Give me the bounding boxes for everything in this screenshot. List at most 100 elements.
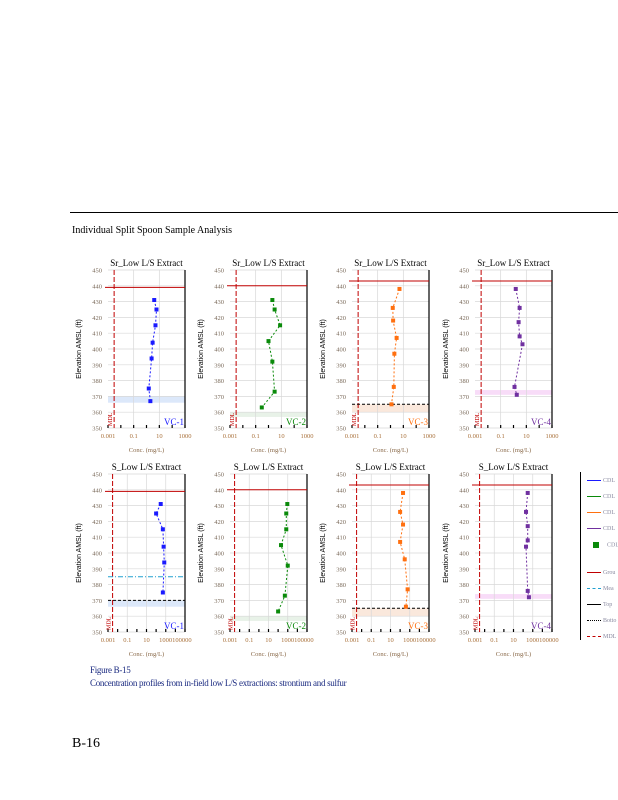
y-tick-label: 390: [459, 362, 469, 369]
concentration-profile-chart: S_Low L/S Extract 350 360 370 380 390 400 410 42…: [198, 462, 314, 658]
x-tick-label: 1000: [423, 433, 436, 440]
legend-swatch-icon: [587, 588, 601, 590]
series-line: [148, 299, 158, 402]
y-tick-label: 410: [214, 535, 224, 542]
data-point: [517, 334, 522, 339]
chart-title: S_Low L/S Extract: [479, 462, 549, 472]
data-point: [520, 342, 525, 347]
x-tick-label: 1000100000: [281, 637, 314, 644]
data-point: [402, 557, 407, 562]
mdl-label: MDL: [474, 616, 480, 630]
x-axis-label: Conc. (mg/L): [251, 447, 286, 454]
header-rule: [70, 212, 618, 213]
data-point: [525, 588, 530, 593]
series-line: [513, 288, 524, 395]
mdl-label: MDL: [352, 412, 358, 426]
chart-title: Sr_Low L/S Extract: [354, 258, 427, 268]
y-tick-label: 440: [459, 487, 469, 494]
y-tick-label: 410: [336, 331, 346, 338]
y-tick-label: 370: [459, 598, 469, 605]
y-tick-label: 440: [336, 487, 346, 494]
x-tick-label: 10: [387, 637, 394, 644]
y-tick-label: 410: [214, 331, 224, 338]
figure-caption: Concentration profiles from in-field low…: [90, 678, 347, 688]
highlight-band: [108, 396, 185, 403]
data-point: [162, 560, 167, 565]
data-point: [148, 399, 153, 404]
well-label: VC-4: [531, 417, 551, 427]
y-tick-label: 440: [92, 283, 102, 290]
y-axis-label: Elevation AMSL (ft): [76, 523, 83, 583]
y-tick-label: 440: [214, 487, 224, 494]
x-tick-label: 0.001: [345, 433, 360, 440]
y-tick-label: 430: [336, 299, 346, 306]
y-tick-label: 380: [92, 378, 102, 385]
data-point: [270, 298, 275, 303]
data-point: [525, 490, 530, 495]
y-tick-label: 390: [336, 362, 346, 369]
y-tick-label: 400: [92, 551, 102, 558]
x-tick-label: 1000100000: [526, 637, 559, 644]
y-tick-label: 440: [92, 487, 102, 494]
y-tick-label: 360: [92, 614, 102, 621]
y-tick-label: 380: [92, 582, 102, 589]
chart-title: S_Low L/S Extract: [112, 462, 182, 472]
y-tick-label: 360: [214, 614, 224, 621]
y-axis-label: Elevation AMSL (ft): [198, 319, 205, 379]
x-axis-label: Conc. (mg/L): [373, 651, 408, 658]
y-tick-label: 400: [214, 347, 224, 354]
legend-item: CDL: [587, 542, 618, 552]
well-label: VC-1: [164, 417, 184, 427]
y-tick-label: 400: [459, 347, 469, 354]
data-point: [259, 405, 264, 410]
legend-label: CDL: [607, 542, 618, 549]
y-tick-label: 390: [92, 566, 102, 573]
well-label: VC-1: [164, 621, 184, 631]
x-axis-label: Conc. (mg/L): [251, 651, 286, 658]
data-point: [282, 593, 287, 598]
y-tick-label: 370: [214, 598, 224, 605]
y-tick-label: 350: [214, 630, 224, 637]
legend-item: Grou: [587, 570, 615, 580]
data-point: [154, 511, 159, 516]
data-point: [278, 323, 283, 328]
legend-item: CDL: [587, 510, 615, 520]
data-point: [401, 490, 406, 495]
x-axis-label: Conc. (mg/L): [496, 447, 531, 454]
legend-label: CDL: [603, 510, 615, 516]
data-point: [514, 392, 519, 397]
legend-label: CDL: [603, 494, 615, 500]
y-tick-label: 430: [459, 299, 469, 306]
y-tick-label: 410: [459, 331, 469, 338]
y-tick-label: 400: [336, 551, 346, 558]
legend-label: CDL: [603, 526, 615, 532]
x-tick-label: 0.1: [130, 433, 138, 440]
x-axis-label: Conc. (mg/L): [129, 447, 164, 454]
mdl-label: MDL: [230, 412, 236, 426]
x-tick-label: 10: [278, 433, 285, 440]
highlight-band: [475, 390, 552, 395]
y-tick-label: 370: [92, 598, 102, 605]
mdl-label: MDL: [108, 412, 114, 426]
data-point: [512, 384, 517, 389]
concentration-profile-chart: Sr_Low L/S Extract 350 360 370 380 390 400 410 4…: [76, 258, 192, 454]
concentration-profile-chart: Sr_Low L/S Extract 350 360 370 380 390 400 410 4…: [320, 258, 436, 454]
y-tick-label: 350: [92, 630, 102, 637]
legend-label: Grou: [603, 570, 616, 576]
y-tick-label: 360: [336, 410, 346, 417]
y-tick-label: 370: [92, 394, 102, 401]
y-tick-label: 350: [214, 426, 224, 433]
mdl-label: MDL: [229, 616, 235, 630]
x-tick-label: 10: [510, 637, 517, 644]
data-point: [152, 298, 157, 303]
x-tick-label: 0.1: [374, 433, 382, 440]
legend-label: MDL: [603, 634, 617, 640]
y-tick-label: 400: [459, 551, 469, 558]
y-tick-label: 440: [214, 283, 224, 290]
y-tick-label: 450: [459, 268, 469, 275]
y-tick-label: 440: [459, 283, 469, 290]
concentration-profile-chart: Sr_Low L/S Extract 350 360 370 380 390 400 410 4…: [443, 258, 559, 454]
y-tick-label: 350: [459, 630, 469, 637]
data-point: [394, 335, 399, 340]
x-tick-label: 0.001: [223, 637, 238, 644]
